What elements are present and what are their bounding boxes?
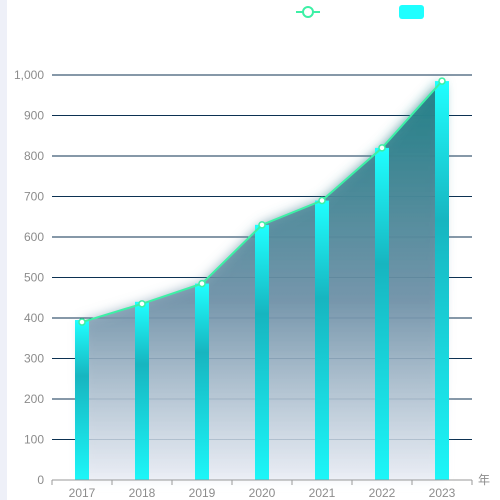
legend[interactable]: 产值 产值	[296, 5, 452, 19]
line-point-2021[interactable]	[318, 196, 326, 205]
x-axis-ticks: 2017 2018 2019 2020 2021 2022 2023	[51, 480, 473, 500]
y-tick-label: 700	[24, 190, 44, 204]
line-point-2023[interactable]	[438, 77, 446, 85]
y-tick-label: 100	[24, 433, 44, 447]
line-point-2022[interactable]	[378, 144, 386, 152]
x-tick-label: 2020	[249, 486, 276, 500]
legend-bar-icon	[399, 5, 424, 19]
legend-item-bar[interactable]: 产值	[399, 5, 452, 19]
line-point-2018[interactable]	[138, 300, 146, 308]
legend-line-label: 产值	[326, 5, 348, 19]
x-tick-label: 2017	[69, 486, 96, 500]
y-tick-label: 200	[24, 392, 44, 406]
y-tick-label: 300	[24, 352, 44, 366]
bar-2018[interactable]	[135, 301, 149, 480]
x-tick-label: 2023	[429, 486, 456, 500]
x-tick-label: 2018	[129, 486, 156, 500]
legend-circle-icon	[302, 6, 314, 18]
x-axis-unit-label: 年	[478, 473, 490, 487]
line-point-2019[interactable]	[198, 279, 206, 288]
bar-2019[interactable]	[195, 283, 209, 480]
y-tick-label: 900	[24, 109, 44, 123]
x-tick-label: 2019	[189, 486, 216, 500]
y-tick-label: 500	[24, 271, 44, 285]
bar-2021[interactable]	[315, 200, 329, 481]
y-tick-label: 800	[24, 149, 44, 163]
line-point-2020[interactable]	[258, 221, 266, 229]
y-tick-label: 400	[24, 311, 44, 325]
left-edge-strip	[0, 0, 7, 500]
x-tick-label: 2022	[369, 486, 396, 500]
y-tick-label: 600	[24, 230, 44, 244]
bar-2017[interactable]	[75, 320, 89, 480]
bar-2023[interactable]	[435, 81, 449, 480]
legend-bar-label: 产值	[430, 5, 452, 19]
y-axis-ticks: 0 100 200 300 400 500 600 700 800 900 1,000	[14, 68, 44, 487]
line-series	[78, 77, 446, 326]
y-tick-label: 1,000	[14, 68, 44, 82]
bar-2022[interactable]	[375, 147, 389, 480]
line-point-2017[interactable]	[78, 318, 86, 326]
bar-series	[75, 81, 449, 481]
legend-item-line[interactable]: 产值	[296, 5, 348, 19]
y-tick-label: 0	[37, 473, 44, 487]
bar-2020[interactable]	[255, 224, 269, 480]
x-tick-label: 2021	[309, 486, 336, 500]
